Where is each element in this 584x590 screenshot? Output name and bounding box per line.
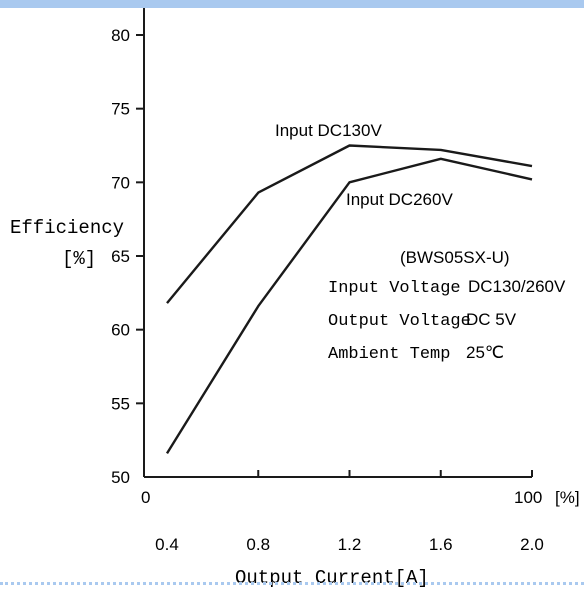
- model-note: (BWS05SX-U): [400, 248, 510, 267]
- series-label-dc130: Input DC130V: [275, 121, 382, 140]
- secondary-x-tick-0: 0: [141, 488, 150, 507]
- y-tick-label: 70: [111, 173, 130, 192]
- spec-label-output-voltage: Output Voltage: [328, 312, 471, 331]
- x-tick-label: 0.8: [246, 535, 270, 554]
- series-line-dc260: [165, 157, 533, 455]
- spec-value-input-voltage: DC130/260V: [468, 277, 566, 296]
- series-lines: [165, 144, 533, 455]
- spec-value-ambient-temp: 25℃: [466, 343, 504, 362]
- y-axis-title: Efficiency: [10, 217, 124, 239]
- y-tick-label: 80: [111, 26, 130, 45]
- x-ticks: 0.4 0.8 1.2 1.6 2.0: [155, 470, 544, 554]
- spec-label-ambient-temp: Ambient Temp: [328, 345, 450, 364]
- spec-label-input-voltage: Input Voltage: [328, 279, 461, 298]
- y-tick-label: 55: [111, 394, 130, 413]
- x-tick-label: 0.4: [155, 535, 179, 554]
- y-tick-label: 60: [111, 321, 130, 340]
- bottom-divider: [0, 582, 584, 585]
- secondary-x-tick-100: 100: [514, 488, 542, 507]
- spec-value-output-voltage: DC 5V: [466, 310, 517, 329]
- secondary-x-unit: [%]: [555, 488, 580, 507]
- x-tick-label: 1.6: [429, 535, 453, 554]
- y-tick-label: 75: [111, 100, 130, 119]
- series-line-dc130: [166, 144, 533, 304]
- y-ticks: 50 55 60 65 70 75 80: [111, 26, 144, 487]
- x-tick-label: 2.0: [520, 535, 544, 554]
- header-bar: [0, 0, 584, 8]
- x-tick-label: 1.2: [338, 535, 362, 554]
- x-axis-title: Output Current[A]: [235, 567, 429, 589]
- y-axis-unit: [%]: [62, 248, 96, 270]
- y-tick-label: 50: [111, 468, 130, 487]
- series-label-dc260: Input DC260V: [346, 190, 453, 209]
- y-tick-label: 65: [111, 247, 130, 266]
